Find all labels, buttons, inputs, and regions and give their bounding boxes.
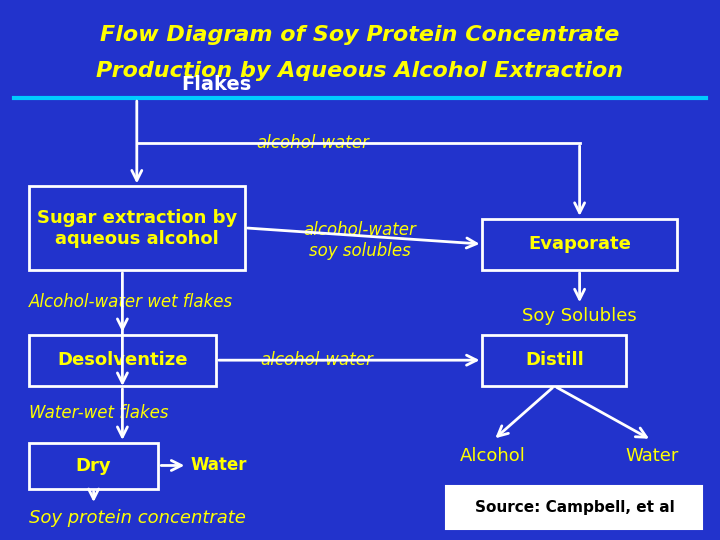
Text: Water-wet flakes: Water-wet flakes [29,404,168,422]
Text: Source: Campbell, et al: Source: Campbell, et al [474,500,675,515]
Text: Sugar extraction by
aqueous alcohol: Sugar extraction by aqueous alcohol [37,209,237,247]
Text: Alcohol-water wet flakes: Alcohol-water wet flakes [29,293,233,312]
FancyBboxPatch shape [29,335,216,386]
Text: Water: Water [191,456,247,475]
Text: Production by Aqueous Alcohol Extraction: Production by Aqueous Alcohol Extraction [96,61,624,82]
Text: Soy protein concentrate: Soy protein concentrate [29,509,246,528]
Text: Alcohol: Alcohol [460,447,526,465]
FancyBboxPatch shape [29,443,158,489]
Text: Water: Water [625,447,678,465]
Text: Dry: Dry [76,457,112,475]
Text: alcohol-water: alcohol-water [261,351,373,369]
FancyBboxPatch shape [446,486,702,529]
Text: alcohol-water
soy solubles: alcohol-water soy solubles [304,221,416,260]
Text: Soy Solubles: Soy Solubles [522,307,637,325]
FancyBboxPatch shape [29,186,245,270]
Text: Evaporate: Evaporate [528,235,631,253]
Text: Desolventize: Desolventize [57,352,188,369]
Text: Flakes: Flakes [181,76,251,94]
FancyBboxPatch shape [482,219,677,270]
FancyBboxPatch shape [482,335,626,386]
Text: Flow Diagram of Soy Protein Concentrate: Flow Diagram of Soy Protein Concentrate [100,25,620,45]
Text: alcohol-water: alcohol-water [257,134,369,152]
Text: Distill: Distill [525,352,584,369]
